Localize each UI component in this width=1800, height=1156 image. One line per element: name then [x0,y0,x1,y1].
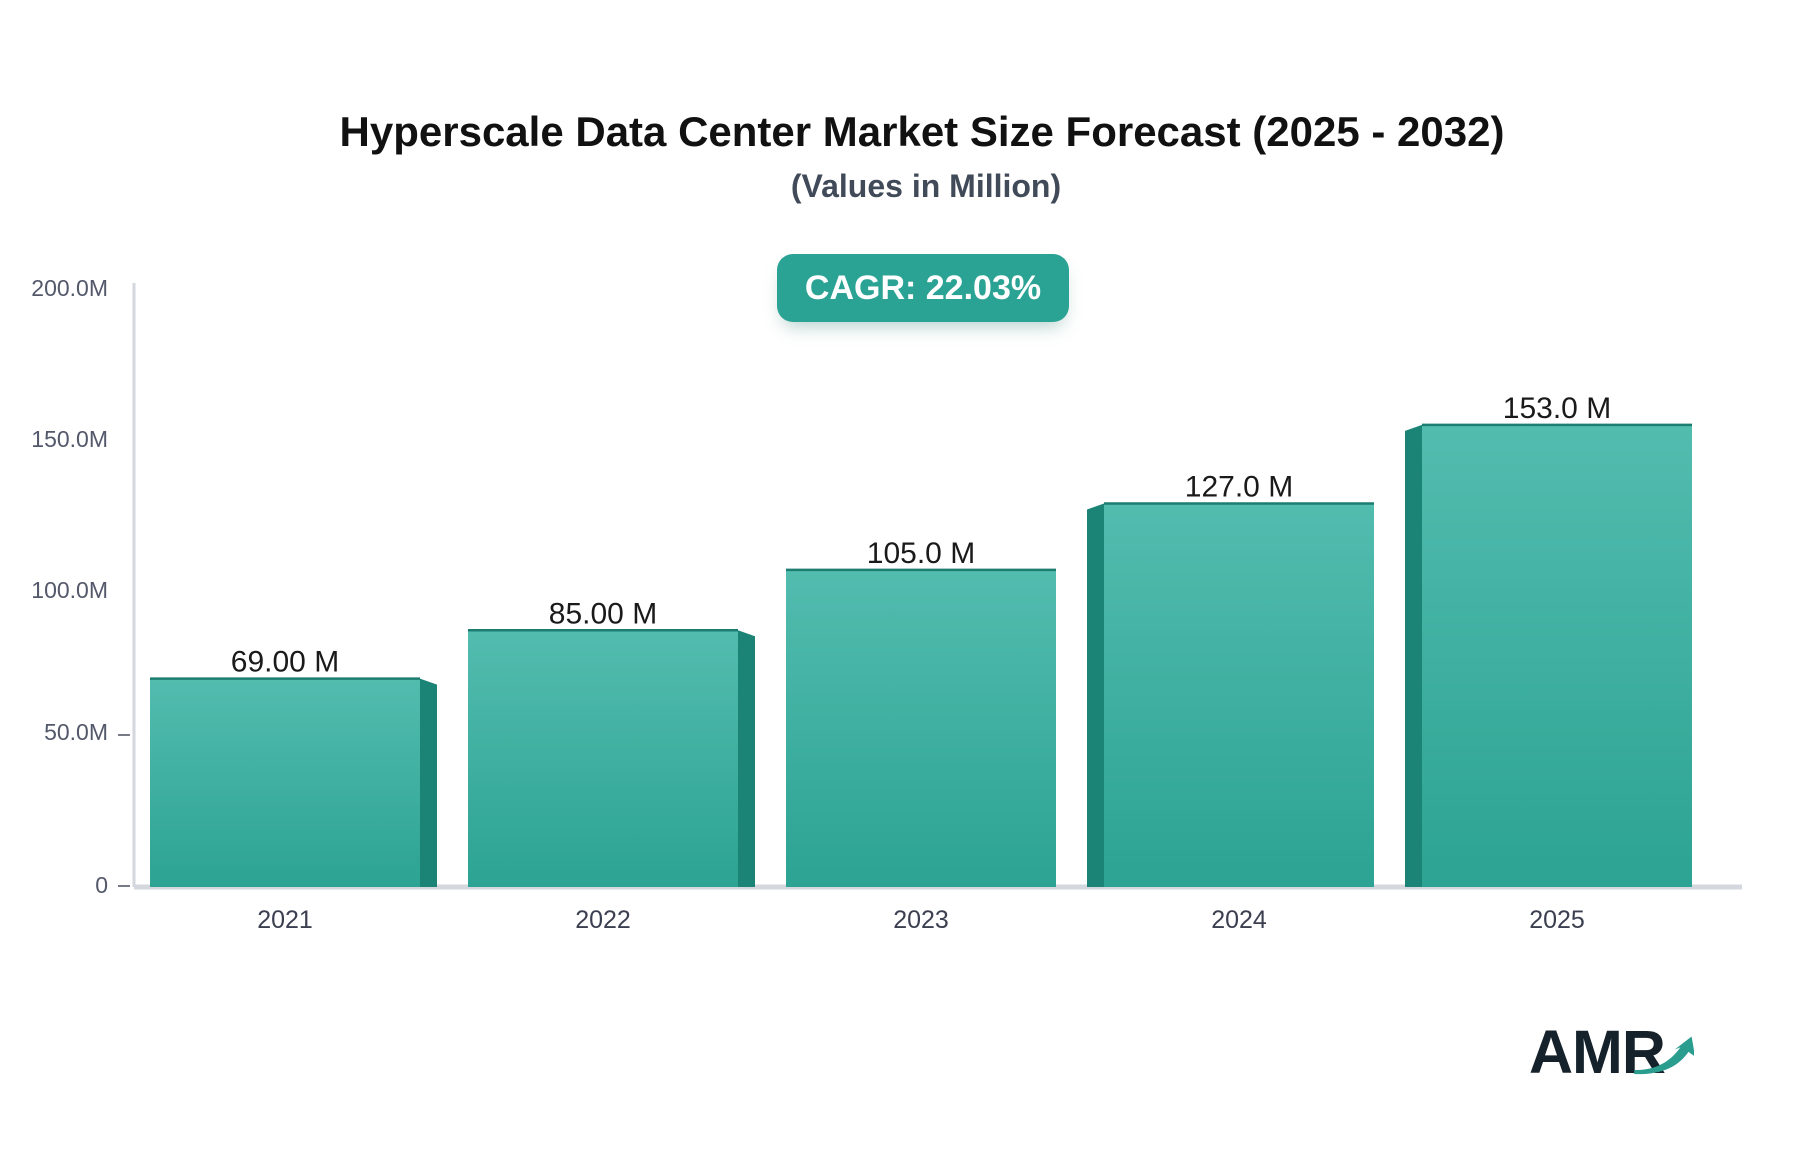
svg-text:85.00 M: 85.00 M [549,597,657,630]
svg-text:105.0 M: 105.0 M [867,537,975,570]
svg-text:2025: 2025 [1529,906,1585,934]
svg-text:2023: 2023 [893,906,949,934]
svg-text:AMR: AMR [1529,1018,1665,1086]
svg-text:2022: 2022 [575,906,631,934]
svg-text:0: 0 [95,872,108,898]
svg-text:50.0M: 50.0M [44,719,108,745]
svg-text:200.0M: 200.0M [31,275,108,301]
svg-text:153.0 M: 153.0 M [1503,392,1611,425]
svg-text:2024: 2024 [1211,906,1267,934]
svg-text:2021: 2021 [257,906,313,934]
svg-text:127.0 M: 127.0 M [1185,471,1293,504]
svg-text:150.0M: 150.0M [31,426,108,452]
svg-text:69.00 M: 69.00 M [231,646,339,679]
svg-text:100.0M: 100.0M [31,577,108,603]
